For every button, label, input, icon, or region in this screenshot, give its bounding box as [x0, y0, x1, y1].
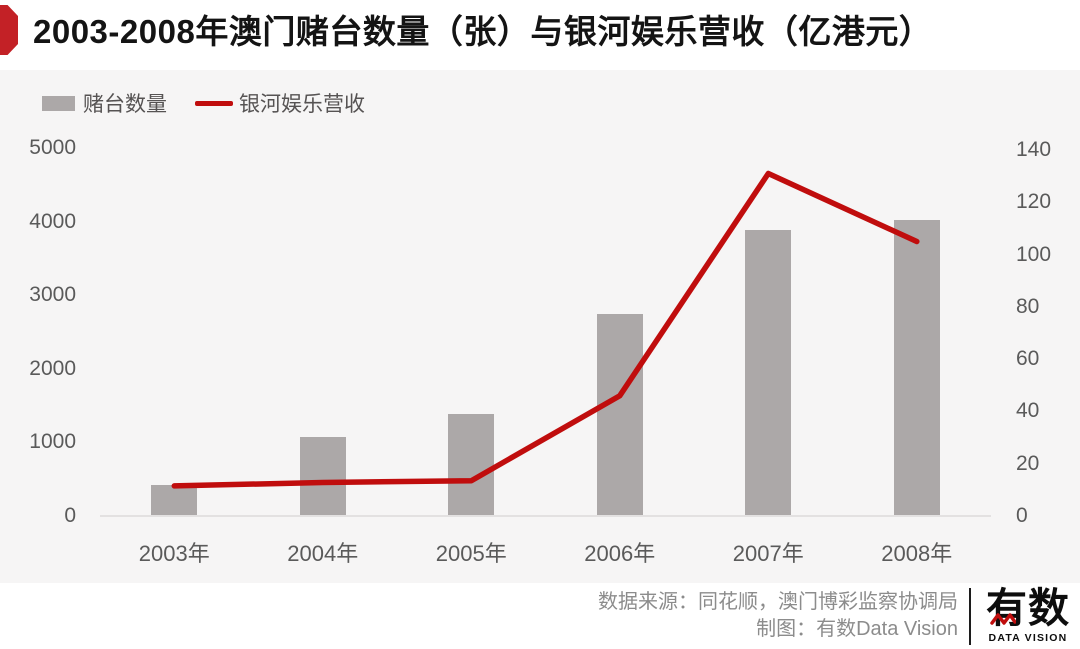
- left-axis-tick-label: 3000: [29, 283, 76, 307]
- left-axis-tick-label: 2000: [29, 356, 76, 380]
- line-legend-swatch-icon: [195, 100, 233, 106]
- ribbon-icon: [0, 5, 18, 55]
- x-axis-tick-label: 2006年: [584, 541, 656, 566]
- left-axis-tick-label: 5000: [29, 136, 76, 159]
- credit-line: 制图：有数Data Vision: [756, 618, 958, 640]
- revenue-line: [171, 170, 920, 489]
- right-axis-tick-label: 80: [1016, 294, 1040, 318]
- right-axis-tick-label: 40: [1016, 399, 1040, 423]
- chart-region: 赌台数量 银河娱乐营收 0 1000 2000 3000 4000 5000 0 20 40 6…: [0, 70, 1080, 583]
- left-axis-tick-label: 1000: [29, 430, 76, 454]
- data-source-line: 数据来源：同花顺，澳门博彩监察协调局: [598, 591, 958, 613]
- bar-legend-swatch-icon: [42, 95, 75, 111]
- footer: 数据来源：同花顺，澳门博彩监察协调局 制图：有数Data Vision 有数 D…: [0, 583, 1080, 649]
- x-axis-tick-label: 2005年: [435, 541, 507, 566]
- right-axis-tick-label: 20: [1016, 451, 1040, 475]
- footer-divider: [969, 588, 971, 645]
- left-axis-tick-label: 4000: [29, 209, 76, 233]
- x-axis-tick-label: 2004年: [287, 541, 359, 566]
- x-axis-tick-label: 2007年: [732, 541, 804, 566]
- chart-legend: 赌台数量 银河娱乐营收: [42, 92, 365, 116]
- bar-2007年: [745, 229, 792, 516]
- brand-logo-subtext: DATA VISION: [988, 632, 1068, 644]
- bar-2008年: [893, 220, 940, 516]
- title-bar: 2003-2008年澳门赌台数量（张）与银河娱乐营收（亿港元）: [0, 0, 1080, 70]
- x-axis-line: [100, 515, 991, 517]
- line-legend-label: 银河娱乐营收: [239, 93, 365, 116]
- x-axis-tick-label: 2003年: [138, 541, 210, 566]
- bar-2006年: [596, 313, 643, 516]
- page-title: 2003-2008年澳门赌台数量（张）与银河娱乐营收（亿港元）: [33, 13, 933, 50]
- right-axis-tick-label: 60: [1016, 347, 1040, 371]
- source-credit-block: 数据来源：同花顺，澳门博彩监察协调局 制图：有数Data Vision: [598, 589, 958, 643]
- left-axis-tick-label: 0: [64, 504, 76, 527]
- right-axis-tick-label: 120: [1016, 190, 1052, 214]
- bar-2005年: [448, 413, 495, 516]
- brand-logo-text: 有数: [986, 585, 1070, 631]
- right-axis-tick-label: 140: [1016, 138, 1052, 161]
- brand-logo: 有数 DATA VISION: [982, 587, 1074, 644]
- bar-2004年: [299, 436, 346, 516]
- bar-legend-label: 赌台数量: [83, 93, 167, 116]
- right-axis-tick-label: 100: [1016, 242, 1052, 266]
- x-axis-tick-label: 2008年: [881, 541, 953, 566]
- right-axis-tick-label: 0: [1016, 504, 1028, 527]
- bar-2003年: [151, 485, 198, 516]
- logo-zigzag-icon: [990, 613, 1016, 625]
